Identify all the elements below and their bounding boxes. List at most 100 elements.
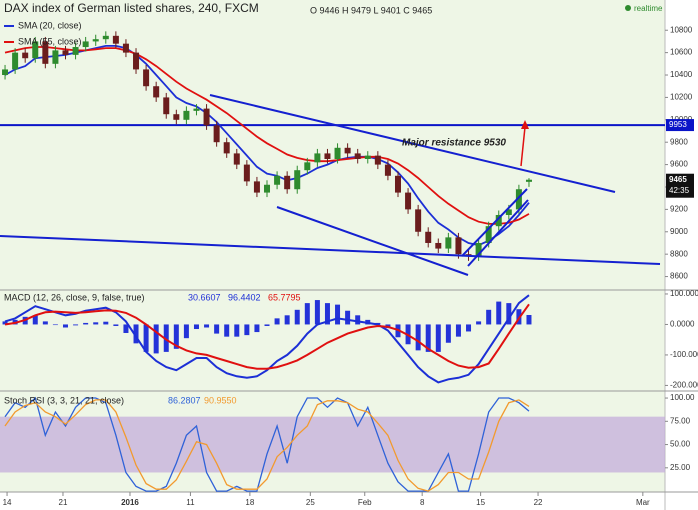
- trend-line: [461, 188, 528, 257]
- candle-body: [435, 242, 442, 249]
- x-tick-label: 22: [534, 498, 543, 507]
- x-tick-label: 15: [476, 498, 485, 507]
- y-tick-label: 100.00: [670, 393, 695, 402]
- candle-body: [253, 181, 260, 193]
- histogram-bar: [234, 324, 240, 337]
- histogram-bar: [335, 304, 341, 325]
- candle-body: [112, 35, 119, 44]
- annotation: Major resistance 9530: [402, 138, 506, 149]
- y-tick-label: 9600: [670, 160, 688, 169]
- candle-body: [284, 175, 291, 190]
- arrow-head: [521, 120, 529, 129]
- histogram-bar: [345, 310, 351, 325]
- trend-line: [276, 206, 469, 276]
- histogram-bar: [62, 324, 68, 328]
- histogram-bar: [264, 324, 270, 326]
- band: [0, 416, 665, 473]
- candle-body: [183, 110, 190, 120]
- candle-body: [12, 52, 19, 70]
- x-tick-label: 11: [186, 498, 195, 507]
- y-tick-label: 50.00: [670, 440, 691, 449]
- histogram-bar: [183, 324, 189, 339]
- y-tick-label: -200.0000: [670, 381, 698, 390]
- histogram-bar: [113, 324, 119, 326]
- candle-body: [22, 52, 29, 59]
- x-tick-label: 2016: [121, 498, 139, 507]
- candle-body: [203, 108, 210, 126]
- candle-body: [304, 162, 311, 171]
- price-tag: [666, 119, 694, 132]
- candle-body: [475, 242, 482, 257]
- histogram-bar: [173, 324, 179, 349]
- series-line: [4, 396, 530, 492]
- histogram-bar: [73, 324, 79, 326]
- candle-body: [233, 153, 240, 165]
- y-tick-label: 9800: [670, 137, 688, 146]
- histogram-bar: [455, 324, 461, 337]
- histogram-bar: [224, 324, 230, 337]
- histogram-bar: [486, 309, 492, 325]
- histogram-bar: [214, 324, 220, 334]
- plot-background: [0, 0, 665, 492]
- histogram-bar: [32, 315, 38, 325]
- histogram-bar: [476, 321, 482, 325]
- series-line: [4, 399, 530, 492]
- y-tick-label: 9200: [670, 204, 688, 213]
- candle-body: [213, 125, 220, 143]
- legend-label: SMA (20, close): [18, 20, 82, 30]
- price-tag: [666, 173, 694, 198]
- candle-body: [153, 86, 160, 98]
- histogram-bar: [466, 324, 472, 332]
- readout: 30.6607: [188, 292, 221, 302]
- trend-lines: [0, 94, 661, 276]
- candle-body: [525, 179, 532, 182]
- histogram-bar: [304, 303, 310, 325]
- y-tick-label: 8600: [670, 272, 688, 281]
- y-tick-label: 100.0000: [670, 289, 698, 298]
- candle-body: [384, 164, 391, 176]
- histogram-bar: [42, 321, 48, 325]
- candle-body: [102, 35, 109, 40]
- candle-body: [314, 153, 321, 163]
- arrow-shaft: [520, 126, 526, 167]
- candle-body: [415, 209, 422, 232]
- panel-title: Stoch RSI (3, 3, 21, 21, close): [4, 395, 124, 405]
- readout: 90.9550: [204, 395, 237, 405]
- histogram-bar: [123, 324, 129, 333]
- candle-body: [163, 97, 170, 115]
- histogram-bar: [153, 324, 159, 354]
- candle-body: [274, 175, 281, 185]
- y-tick-label: 10200: [670, 93, 693, 102]
- y-tick-label: 8800: [670, 249, 688, 258]
- candle-body: [133, 52, 140, 70]
- series-line: [4, 303, 530, 370]
- histogram-bar: [2, 321, 8, 325]
- histogram-bar: [496, 301, 502, 325]
- candle-body: [485, 226, 492, 243]
- histogram-bar: [294, 309, 300, 325]
- ohlc-readout: O 9446 H 9479 L 9401 C 9465: [310, 5, 432, 15]
- histogram-bar: [506, 303, 512, 325]
- chart-title: DAX index of German listed shares, 240, …: [4, 1, 259, 15]
- candle-body: [264, 184, 271, 193]
- trend-line: [467, 199, 529, 267]
- trend-line: [209, 94, 616, 193]
- histogram-bar: [93, 322, 99, 325]
- histogram-bar: [143, 324, 149, 352]
- countdown: 42:35: [669, 186, 690, 195]
- histogram-bar: [526, 315, 532, 325]
- y-tick-label: 25.00: [670, 463, 691, 472]
- histogram-bar: [445, 324, 451, 343]
- candle-body: [394, 175, 401, 193]
- histogram-bar: [425, 324, 431, 352]
- candle-body: [515, 189, 522, 210]
- x-tick-label: 25: [306, 498, 315, 507]
- histogram-bar: [103, 321, 109, 325]
- y-tick-label: 0.0000: [670, 320, 695, 329]
- candle-body: [92, 39, 99, 42]
- x-tick-label: Feb: [358, 498, 372, 507]
- time-axis: [0, 492, 665, 510]
- candle-body: [82, 41, 89, 48]
- candle-body: [445, 237, 452, 249]
- histogram-bar: [254, 324, 260, 333]
